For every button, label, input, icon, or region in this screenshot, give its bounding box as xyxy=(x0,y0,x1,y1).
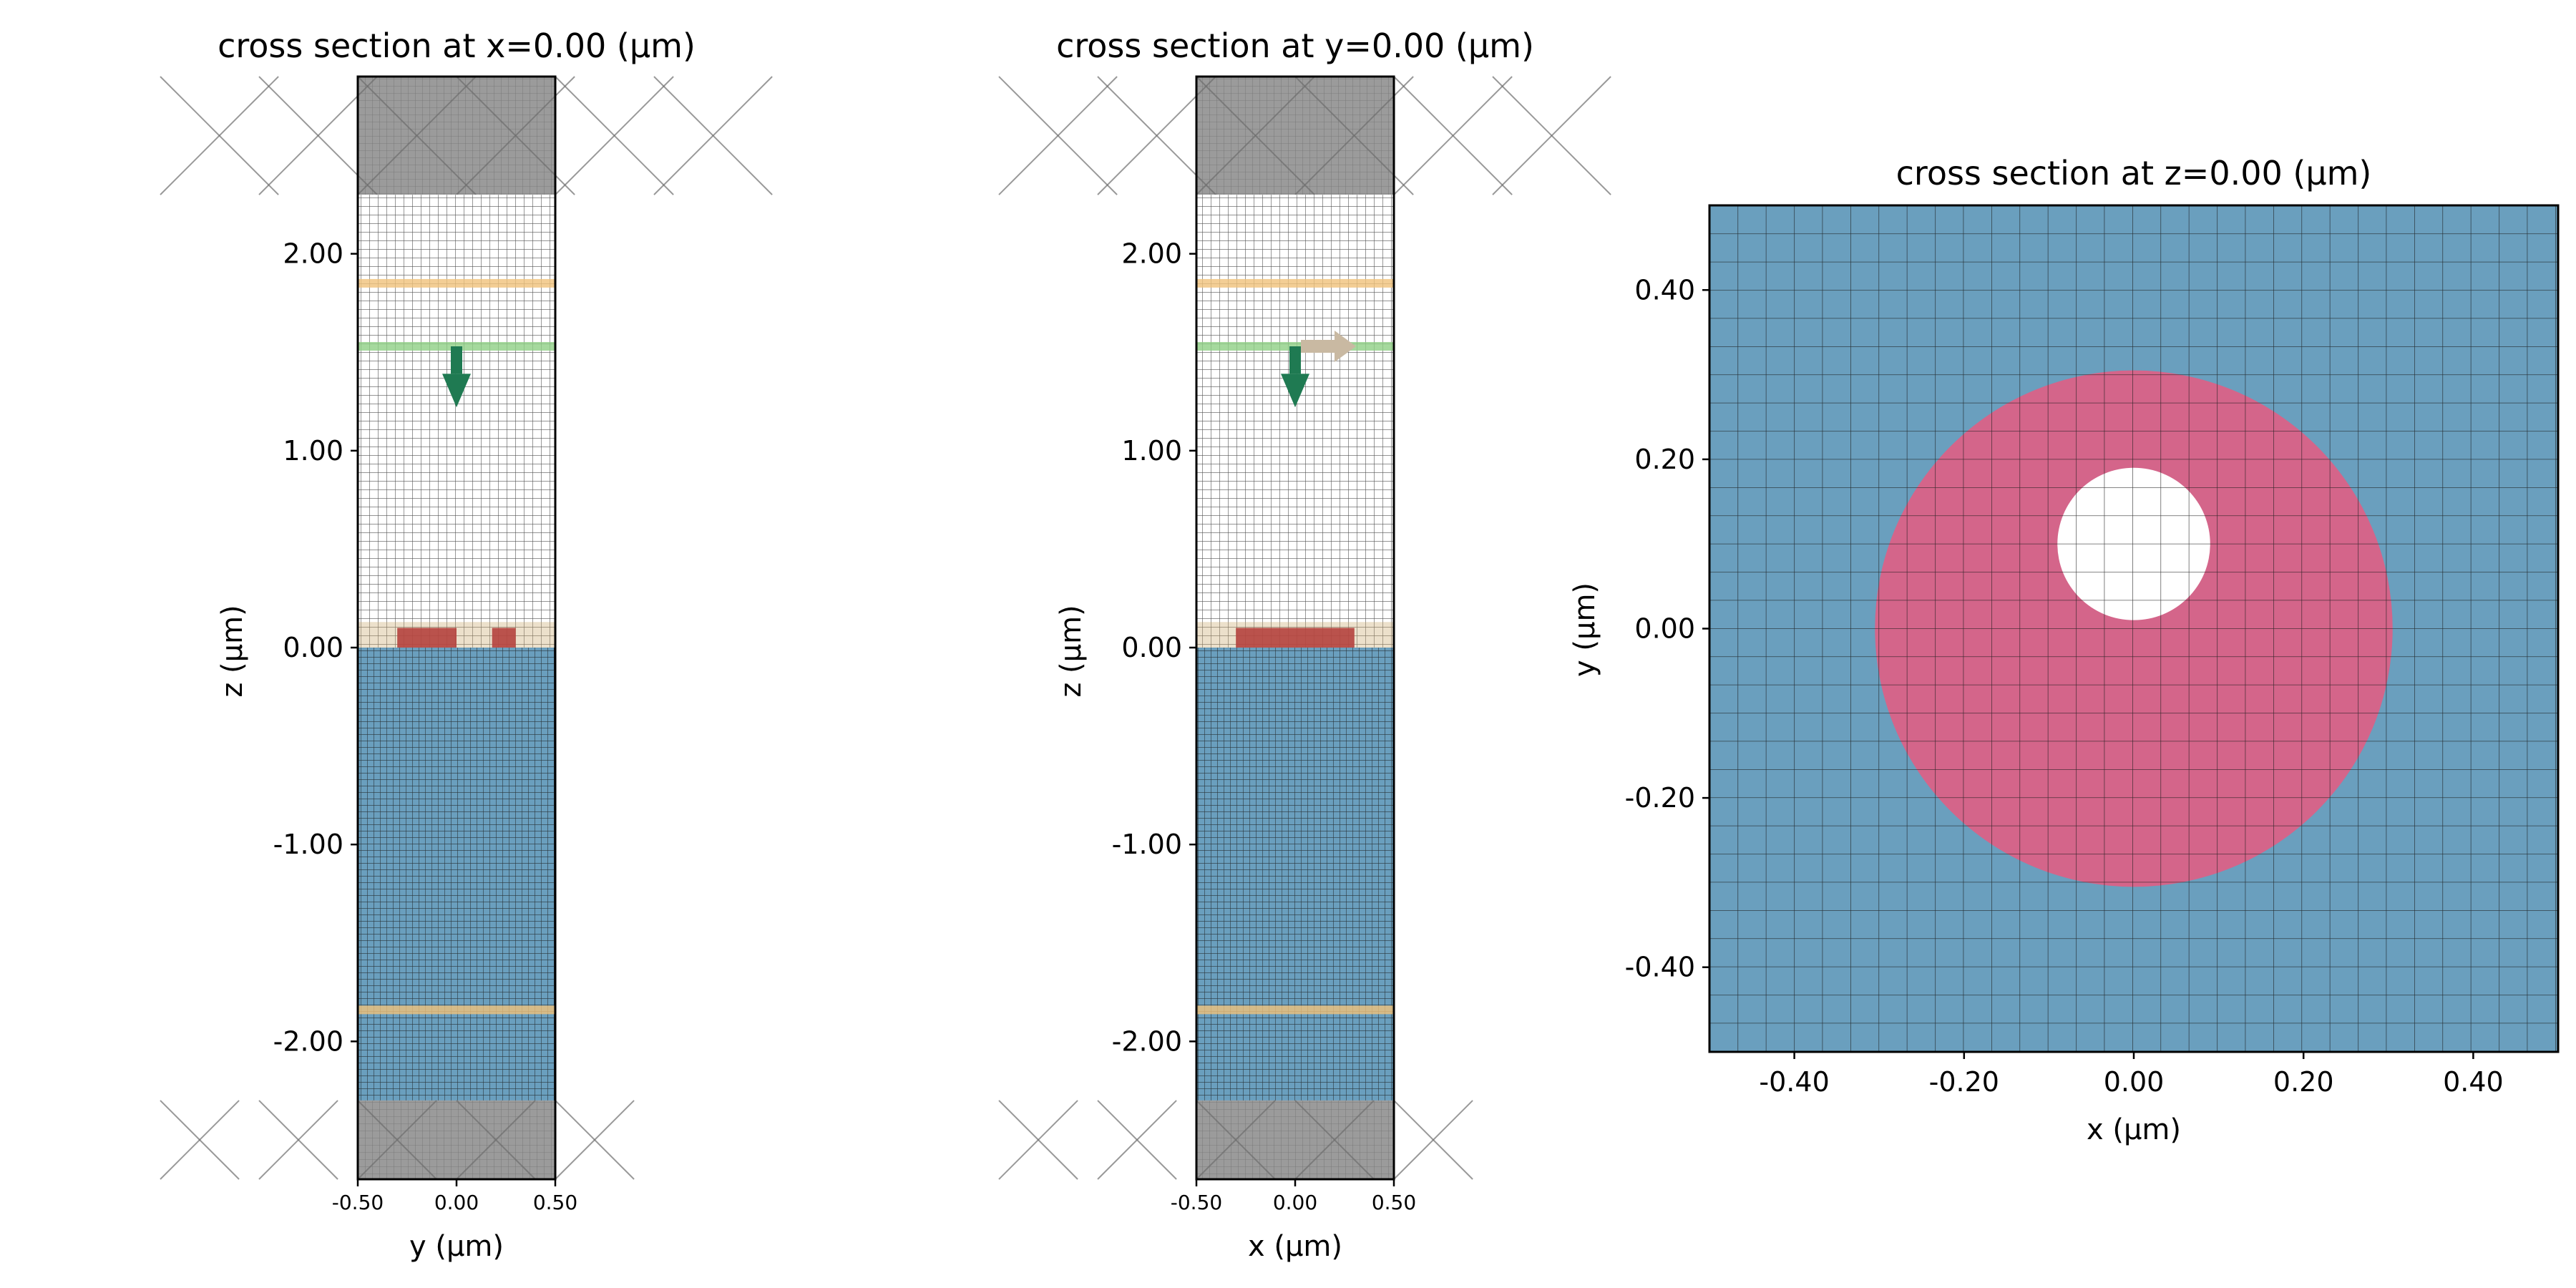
mesh-pml-bottom xyxy=(358,1100,555,1179)
bloch-arrow-shaft xyxy=(1301,339,1337,353)
slab-segment xyxy=(492,628,516,648)
bloch-arrow-head xyxy=(1335,330,1356,362)
y-tick-label: 0.00 xyxy=(1121,632,1182,663)
slab-segment xyxy=(397,628,457,648)
pml-hatch xyxy=(1196,76,1315,195)
y-tick-label: -0.20 xyxy=(1625,782,1695,814)
mesh-pml-top xyxy=(358,77,555,195)
mesh-substrate xyxy=(1196,648,1394,1101)
x-tick-label: -0.40 xyxy=(1759,1066,1829,1098)
y-tick-label: -1.00 xyxy=(273,829,343,860)
source-arrow-shaft xyxy=(451,346,462,374)
pml-hatch xyxy=(357,76,477,195)
panel-x-title: cross section at x=0.00 (μm) xyxy=(218,26,696,65)
y-tick-label: 1.00 xyxy=(1121,435,1182,467)
y-tick-label: 2.00 xyxy=(1121,238,1182,270)
pml-hatch xyxy=(456,1100,536,1180)
pml-hatch xyxy=(1294,1100,1375,1180)
y-tick-label: 0.20 xyxy=(1634,444,1695,475)
panel-y-xlabel: x (μm) xyxy=(1248,1230,1342,1263)
pml-hatch xyxy=(1393,76,1513,195)
panel-z-title: cross section at z=0.00 (μm) xyxy=(1896,154,2372,192)
flux-monitor-bottom xyxy=(358,1005,555,1015)
mesh-air xyxy=(358,195,555,648)
mesh-pml-top xyxy=(1196,77,1394,195)
x-tick-label: 0.50 xyxy=(1372,1191,1416,1214)
pml-hatch xyxy=(1492,76,1611,195)
y-tick-label: 0.00 xyxy=(283,632,343,663)
source-arrow-head xyxy=(1281,374,1309,408)
mesh-air xyxy=(1196,195,1394,648)
pml-hatch xyxy=(555,76,674,195)
pml-hatch xyxy=(258,1100,338,1180)
flux-monitor-top xyxy=(1196,278,1394,288)
mesh-substrate xyxy=(358,648,555,1101)
x-tick-label: 0.50 xyxy=(533,1191,577,1214)
x-tick-label: 0.40 xyxy=(2443,1066,2504,1098)
panel-y-ylabel: z (μm) xyxy=(1055,605,1088,697)
panel-x-xlabel: y (μm) xyxy=(409,1230,504,1263)
y-tick-label: 1.00 xyxy=(283,435,343,467)
y-tick-label: -2.00 xyxy=(1112,1025,1182,1057)
x-tick-label: 0.00 xyxy=(2104,1066,2165,1098)
x-tick-label: -0.50 xyxy=(1171,1191,1222,1214)
panel-y-section: cross section at y=0.00 (μm) x (μm) z (μ… xyxy=(998,26,1611,1263)
y-tick-label: 0.40 xyxy=(1634,274,1695,306)
y-tick-label: -0.40 xyxy=(1625,952,1695,983)
pml-hatch xyxy=(555,1100,635,1180)
x-tick-label: 0.20 xyxy=(2273,1066,2334,1098)
pml-hatch xyxy=(998,76,1118,195)
x-tick-label: 0.00 xyxy=(1273,1191,1317,1214)
x-tick-label: -0.50 xyxy=(332,1191,384,1214)
y-tick-label: 0.00 xyxy=(1634,613,1695,645)
panel-z-xlabel: x (μm) xyxy=(2087,1113,2181,1146)
pml-hatch xyxy=(160,1100,240,1180)
y-tick-label: 2.00 xyxy=(283,238,343,270)
panel-y-title: cross section at y=0.00 (μm) xyxy=(1056,26,1534,65)
panel-z-ylabel: y (μm) xyxy=(1568,582,1601,677)
pml-hatch xyxy=(160,76,279,195)
source-arrow-shaft xyxy=(1289,346,1301,374)
pml-hatch xyxy=(998,1100,1078,1180)
flux-monitor-top xyxy=(358,278,555,288)
panel-z-section: cross section at z=0.00 (μm) x (μm) y (μ… xyxy=(1568,154,2560,1146)
mesh-grid xyxy=(1709,205,2558,1052)
x-tick-label: 0.00 xyxy=(434,1191,479,1214)
pml-hatch xyxy=(1393,1100,1473,1180)
flux-monitor-bottom xyxy=(1196,1005,1394,1015)
source-arrow-head xyxy=(442,374,471,408)
pml-hatch xyxy=(1097,1100,1177,1180)
panel-x-section: cross section at x=0.00 (μm) y (μm) z (μ… xyxy=(160,26,773,1263)
y-tick-label: -1.00 xyxy=(1112,829,1182,860)
y-tick-label: -2.00 xyxy=(273,1025,343,1057)
panel-x-ylabel: z (μm) xyxy=(216,605,249,697)
mesh-pml-bottom xyxy=(1196,1100,1394,1179)
pml-hatch xyxy=(357,1100,437,1180)
pml-hatch xyxy=(653,76,773,195)
x-tick-label: -0.20 xyxy=(1929,1066,1999,1098)
slab-segment xyxy=(1236,628,1355,648)
pml-hatch xyxy=(1196,1100,1276,1180)
